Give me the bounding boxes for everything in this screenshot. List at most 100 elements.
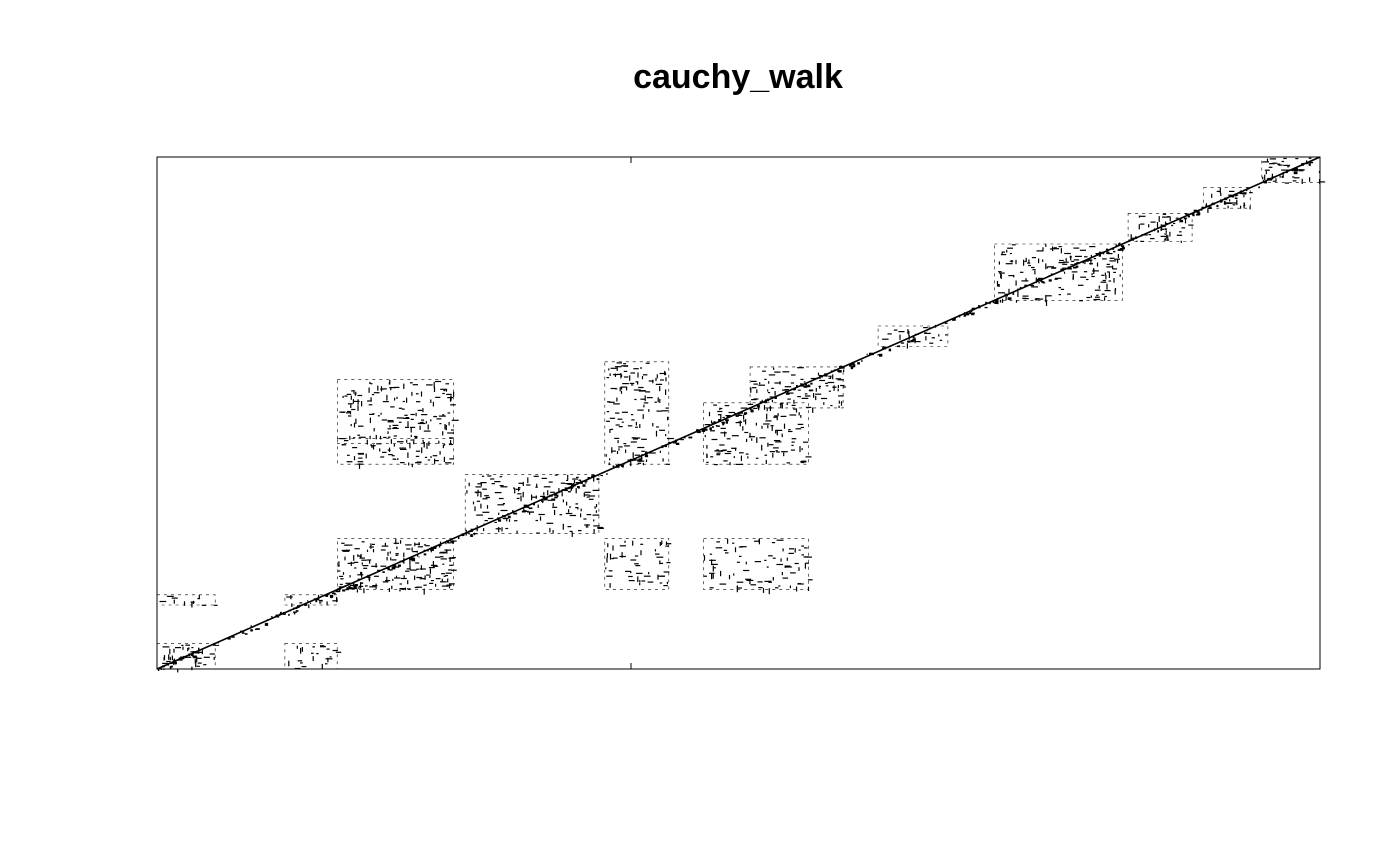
recurrence-point (575, 507, 579, 509)
recurrence-point (704, 424, 711, 426)
recurrence-point (421, 447, 423, 454)
recurrence-point (733, 573, 735, 576)
recurrence-point (169, 656, 171, 661)
recurrence-point (522, 491, 524, 498)
recurrence-point (442, 414, 445, 416)
recurrence-point (665, 377, 667, 382)
recurrence-point (388, 588, 390, 592)
recurrence-point (480, 492, 482, 498)
recurrence-point (336, 590, 340, 593)
recurrence-point (418, 422, 426, 425)
recurrence-point (734, 547, 737, 553)
recurrence-point (379, 448, 381, 452)
recurrence-point (1113, 278, 1115, 283)
recurrence-point (655, 553, 660, 555)
recurrence-point (592, 474, 596, 477)
recurrence-point (442, 392, 445, 395)
recurrence-point (1062, 263, 1068, 265)
recurrence-point (739, 555, 742, 557)
recurrence-point (410, 413, 415, 416)
recurrence-point (659, 398, 661, 403)
recurrence-point (1017, 290, 1019, 297)
recurrence-point (447, 412, 451, 414)
recurrence-point (404, 587, 406, 591)
recurrence-point (485, 496, 490, 499)
recurrence-point (1091, 275, 1095, 278)
recurrence-point (1148, 234, 1151, 236)
recurrence-point (743, 419, 745, 422)
recurrence-point (1008, 288, 1010, 294)
recurrence-point (441, 585, 449, 587)
recurrence-point (561, 492, 563, 497)
recurrence-point (1108, 280, 1112, 282)
recurrence-point (772, 557, 776, 559)
recurrence-point (791, 374, 796, 376)
recurrence-point (347, 454, 350, 456)
recurrence-point (342, 589, 346, 592)
recurrence-point (1228, 194, 1233, 196)
recurrence-point (617, 373, 621, 375)
recurrence-point (524, 510, 527, 512)
recurrence-point (416, 461, 422, 463)
recurrence-point (666, 581, 668, 585)
recurrence-point (1266, 178, 1269, 180)
recurrence-point (409, 565, 411, 570)
recurrence-point (346, 393, 352, 395)
recurrence-point (616, 397, 618, 402)
recurrence-point (380, 386, 383, 392)
recurrence-point (299, 602, 303, 604)
recurrence-point (363, 588, 365, 594)
recurrence-point (1301, 178, 1303, 184)
recurrence-point (539, 516, 542, 521)
recurrence-point (649, 452, 656, 454)
recurrence-point (743, 414, 745, 420)
recurrence-point (606, 411, 610, 413)
recurrence-point (715, 547, 723, 549)
recurrence-point (1005, 263, 1013, 265)
recurrence-point (450, 541, 453, 543)
recurrence-point (401, 588, 406, 590)
recurrence-point (688, 436, 693, 439)
recurrence-point (516, 530, 518, 534)
recurrence-point (543, 486, 551, 488)
recurrence-point (840, 365, 843, 369)
recurrence-point (623, 370, 628, 372)
recurrence-point (766, 413, 768, 420)
recurrence-point (440, 388, 448, 390)
recurrence-point (389, 425, 391, 428)
recurrence-point (403, 552, 405, 558)
recurrence-point (774, 371, 781, 373)
recurrence-point (497, 517, 499, 519)
recurrence-point (667, 416, 669, 421)
recurrence-point (387, 567, 390, 571)
recurrence-point (348, 415, 352, 417)
recurrence-point (640, 398, 646, 400)
recurrence-point (1118, 248, 1122, 251)
recurrence-point (1074, 255, 1082, 257)
recurrence-point (716, 454, 721, 456)
recurrence-point (540, 495, 546, 497)
recurrence-point (727, 450, 732, 453)
recurrence-point (294, 667, 301, 670)
recurrence-point (350, 562, 355, 564)
recurrence-point (1150, 221, 1156, 223)
recurrence-point (750, 409, 754, 413)
recurrence-point (466, 490, 468, 494)
recurrence-point (743, 569, 750, 572)
recurrence-point (400, 462, 403, 464)
recurrence-point (307, 600, 309, 602)
recurrence-point (762, 588, 765, 593)
recurrence-point (1292, 180, 1297, 182)
recurrence-point (481, 475, 485, 477)
recurrence-point (656, 374, 658, 379)
recurrence-point (842, 386, 846, 388)
recurrence-point (606, 420, 610, 422)
recurrence-point (801, 545, 804, 547)
recurrence-point (325, 663, 328, 665)
recurrence-point (1086, 296, 1091, 299)
recurrence-point (401, 462, 405, 464)
recurrence-point (482, 488, 487, 490)
recurrence-point (1036, 250, 1044, 252)
recurrence-point (381, 419, 388, 421)
recurrence-point (494, 521, 497, 523)
